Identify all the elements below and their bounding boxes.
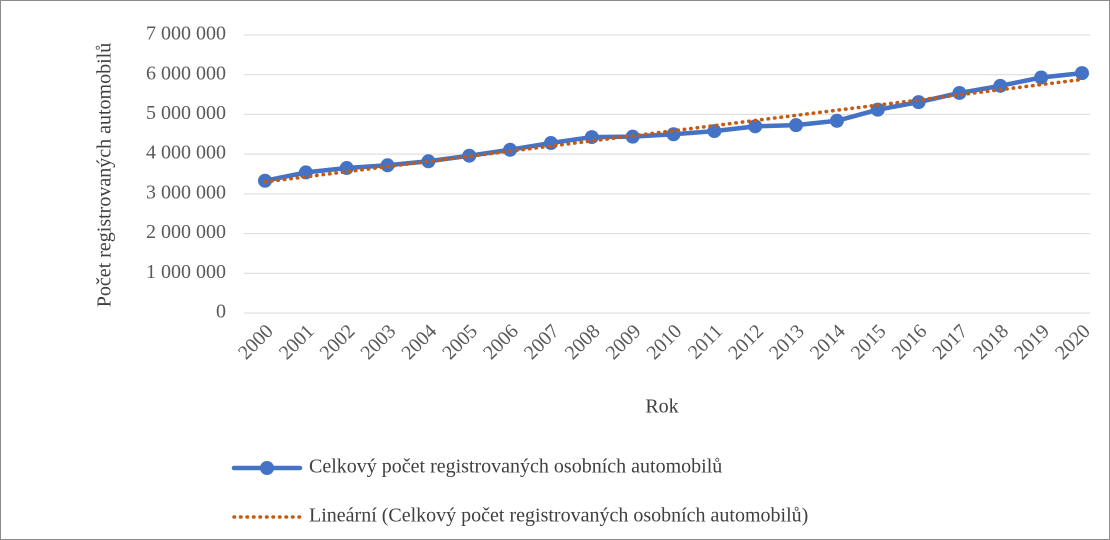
legend-label: Lineární (Celkový počet registrovaných o… [309,505,808,527]
point-marker [462,148,477,163]
y-tick-label: 1 000 000 [146,261,226,283]
y-tick-label: 6 000 000 [146,62,226,84]
x-axis-title: Rok [645,396,678,418]
trend-line [263,77,1084,184]
y-tick-label: 3 000 000 [146,181,226,203]
y-tick-label: 4 000 000 [146,142,226,164]
point-marker [1075,66,1089,81]
point-marker [829,113,844,128]
point-marker [789,118,804,133]
y-tick-label: 0 [216,301,226,323]
y-tick-label: 7 000 000 [146,23,226,45]
point-marker [1034,70,1049,85]
point-marker [748,119,763,134]
y-tick-label: 2 000 000 [146,221,226,243]
legend-marker [260,461,274,475]
point-marker [952,85,967,100]
y-axis-title: Počet registrovaných automobilů [94,43,116,307]
legend-label: Celkový počet registrovaných osobních au… [309,456,722,478]
point-marker [993,78,1008,93]
y-tick-label: 5 000 000 [146,102,226,124]
point-marker [870,102,885,117]
point-marker [911,95,926,110]
point-marker [543,136,558,151]
